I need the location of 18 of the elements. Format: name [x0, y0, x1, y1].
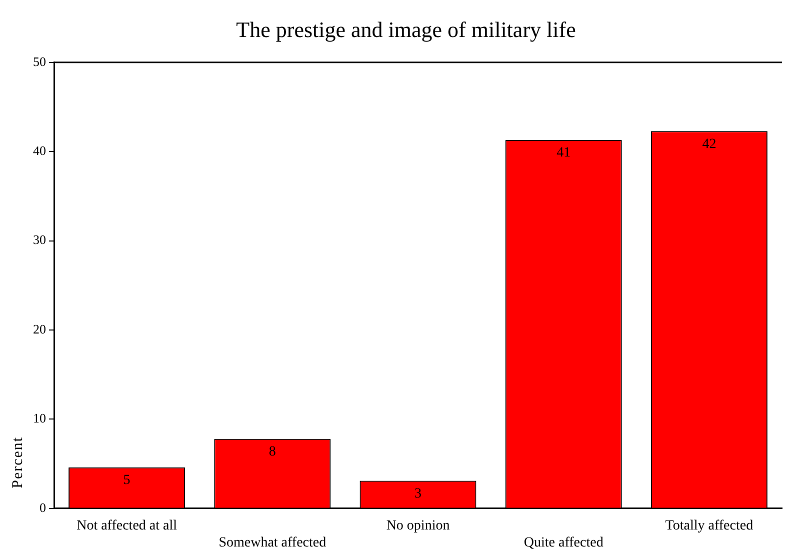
data-label: 8: [268, 444, 276, 460]
y-tick-label: 30: [33, 232, 46, 248]
data-label: 3: [414, 486, 422, 502]
y-tick-label: 10: [33, 410, 46, 426]
x-tick-label: No opinion: [386, 518, 450, 534]
y-tick-label: 50: [33, 54, 46, 69]
x-tick-label: Not affected at all: [76, 518, 178, 534]
y-tick-label: 20: [33, 321, 46, 336]
y-axis-title: Percent: [10, 436, 26, 488]
x-tick-label: Somewhat affected: [218, 535, 326, 550]
data-label: 42: [702, 136, 716, 152]
y-tick-label: 40: [33, 143, 46, 158]
data-label: 5: [123, 473, 130, 488]
x-tick-label: Totally affected: [665, 518, 754, 534]
x-tick-label: Quite affected: [524, 535, 604, 550]
data-label: 41: [556, 146, 571, 161]
y-tick-label: 0: [40, 500, 46, 515]
chart-title: The prestige and image of military life: [236, 16, 576, 42]
